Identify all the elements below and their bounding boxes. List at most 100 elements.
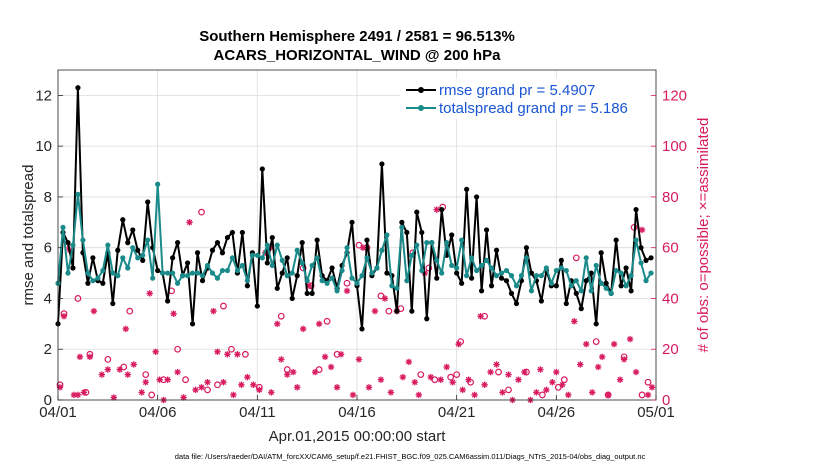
obs-assimilated-point	[583, 340, 590, 348]
rmse-point	[623, 265, 629, 271]
totalspread-point	[648, 270, 654, 276]
obs-assimilated-point	[521, 368, 528, 376]
totalspread-point	[294, 247, 300, 253]
obs-assimilated-point	[164, 376, 171, 383]
obs-assimilated-point	[638, 226, 646, 234]
x-tick-label: 04/26	[538, 404, 576, 421]
obs-possible-point	[377, 292, 385, 300]
totalspread-point	[125, 265, 131, 271]
obs-possible-point	[74, 295, 82, 302]
totalspread-point	[60, 224, 66, 230]
totalspread-point	[573, 278, 579, 284]
obs-assimilated-point	[604, 391, 612, 399]
obs-assimilated-point	[465, 376, 472, 383]
rmse-point	[244, 283, 250, 289]
totalspread-point	[558, 265, 564, 271]
y-left-tick-label: 12	[35, 87, 52, 104]
obs-assimilated-point	[74, 391, 82, 399]
totalspread-point	[65, 270, 71, 276]
rmse-point	[294, 273, 300, 279]
totalspread-point	[603, 285, 609, 291]
rmse-point	[454, 270, 460, 276]
totalspread-point	[553, 267, 559, 274]
rmse-point	[70, 265, 76, 271]
totalspread-point	[608, 290, 614, 296]
obs-assimilated-point	[355, 356, 363, 363]
y-left-axis: 0 2 4 6 8 10 12	[35, 87, 63, 409]
totalspread-point	[583, 255, 589, 261]
obs-possible-point	[495, 368, 502, 376]
totalspread-point	[309, 262, 315, 269]
obs-assimilated-point	[437, 376, 444, 383]
rmse-point	[289, 295, 295, 302]
rmse-point	[175, 240, 181, 246]
obs-possible-point	[315, 366, 323, 373]
obs-assimilated-point	[533, 389, 540, 396]
rmse-point	[209, 247, 216, 253]
rmse-point	[563, 300, 569, 307]
totalspread-point	[219, 267, 226, 274]
totalspread-point	[209, 270, 216, 276]
obs-assimilated-point	[98, 371, 106, 378]
rmse-point	[483, 227, 490, 233]
obs-assimilated-point	[648, 384, 656, 391]
totalspread-point	[543, 265, 549, 271]
rmse-point	[628, 288, 634, 294]
obs-assimilated-point	[381, 295, 389, 302]
totalspread-point	[135, 255, 141, 261]
totalspread-point	[344, 245, 350, 251]
obs-assimilated-point	[130, 361, 137, 368]
obs-possible-point	[538, 391, 546, 399]
totalspread-point	[224, 267, 231, 274]
legend-box	[400, 79, 650, 119]
totalspread-point	[618, 270, 624, 276]
totalspread-point	[399, 224, 405, 230]
rmse-point	[538, 298, 544, 304]
obs-assimilated-point	[365, 384, 373, 391]
rmse-point	[498, 275, 505, 281]
obs-assimilated-point	[505, 371, 512, 378]
totalspread-point	[469, 255, 475, 261]
rmse-point	[90, 255, 96, 261]
rmse-point	[279, 270, 285, 276]
rmse-point	[170, 255, 176, 261]
obs-assimilated-point	[387, 389, 395, 396]
y-left-tick-label: 0	[44, 392, 52, 409]
x-tick-label: 04/21	[438, 404, 476, 421]
obs-assimilated-point	[337, 351, 345, 358]
obs-assimilated-point	[471, 391, 478, 399]
obs-assimilated-point	[124, 371, 131, 378]
rmse-point	[528, 270, 535, 276]
obs-assimilated-point	[553, 368, 560, 376]
rmse-point	[493, 247, 500, 253]
totalspread-point	[429, 240, 435, 246]
rmse-point	[155, 267, 161, 274]
rmse-point	[394, 308, 400, 314]
obs-possible-point	[214, 381, 221, 389]
rmse-point	[618, 283, 624, 289]
totalspread-point	[155, 181, 161, 187]
obs-assimilated-point	[399, 373, 407, 381]
obs-assimilated-point	[377, 376, 385, 383]
totalspread-point	[115, 273, 121, 279]
obs-assimilated-point	[493, 361, 500, 368]
totalspread-point	[643, 278, 649, 284]
totalspread-point	[459, 237, 465, 243]
totalspread-point	[419, 267, 425, 274]
rmse-point	[474, 194, 480, 200]
rmse-point	[578, 306, 584, 312]
x-tick-label: 04/06	[139, 404, 177, 421]
obs-possible-point	[397, 305, 405, 313]
rmse-point	[309, 290, 315, 296]
obs-assimilated-point	[311, 368, 319, 376]
rmse-point	[648, 255, 654, 261]
obs-assimilated-point	[210, 307, 217, 315]
totalspread-point	[369, 270, 375, 276]
obs-assimilated-point	[333, 384, 341, 391]
totalspread-point	[85, 270, 91, 276]
obs-possible-point	[148, 391, 156, 399]
rmse-point	[478, 288, 485, 294]
rmse-point	[459, 280, 465, 286]
obs-assimilated-point	[284, 371, 291, 378]
totalspread-point	[329, 275, 335, 281]
